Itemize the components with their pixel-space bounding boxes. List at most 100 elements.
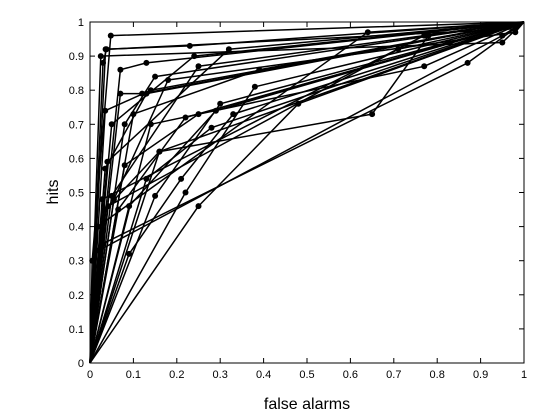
data-point: [195, 63, 202, 70]
data-point: [139, 90, 146, 97]
data-point: [121, 121, 128, 128]
data-point: [110, 196, 117, 203]
data-point: [178, 175, 185, 182]
data-point: [191, 53, 198, 60]
data-point: [165, 77, 172, 83]
data-point: [107, 32, 114, 39]
series-line-14: [89, 21, 525, 364]
data-point: [102, 46, 109, 53]
data-point: [152, 192, 159, 199]
y-tick-label: 0.2: [69, 290, 84, 302]
data-point: [464, 59, 471, 66]
data-point: [208, 124, 215, 131]
data-point: [152, 73, 159, 80]
data-point: [364, 29, 371, 36]
series-line-28: [89, 21, 525, 364]
y-axis-label: hits: [45, 180, 62, 205]
y-tick-label: 0.4: [69, 222, 84, 234]
data-point: [121, 162, 128, 169]
series-line-17: [89, 21, 525, 364]
data-point: [499, 32, 506, 39]
series-line-3: [89, 21, 525, 364]
data-point: [212, 107, 219, 114]
series-line-11: [89, 21, 525, 364]
x-axis-ticks: 0 0.1 0.2 0.3 0.4 0.5 0.6 0.7 0.8 0.9 1: [87, 22, 527, 381]
data-point: [126, 203, 133, 210]
series-line-25: [89, 21, 525, 364]
data-point: [108, 121, 115, 128]
data-point: [225, 46, 232, 53]
data-point: [182, 114, 189, 121]
data-point: [156, 148, 163, 155]
data-point: [143, 90, 150, 97]
data-point: [117, 66, 124, 73]
data-point: [421, 63, 428, 70]
x-tick-label: 0.1: [126, 369, 141, 381]
series-line-1: [89, 21, 525, 364]
data-point: [143, 59, 150, 66]
data-point: [499, 39, 506, 46]
series-line-4: [89, 21, 525, 364]
data-point: [421, 32, 428, 39]
data-point: [102, 107, 109, 114]
data-point: [95, 247, 102, 254]
series-markers: [89, 25, 519, 264]
x-tick-label: 0.3: [213, 369, 228, 381]
series-line-29: [89, 21, 525, 364]
data-point: [100, 59, 106, 66]
data-point: [395, 46, 402, 53]
series-lines: [89, 21, 525, 364]
y-tick-label: 0.9: [69, 51, 84, 63]
series-line-18: [89, 21, 525, 364]
data-point: [147, 87, 154, 94]
x-tick-label: 0.4: [256, 369, 271, 381]
x-tick-label: 1: [521, 369, 527, 381]
series-line-12: [89, 21, 525, 364]
y-tick-label: 0: [78, 358, 84, 370]
y-tick-label: 0.3: [69, 256, 84, 268]
data-point: [425, 32, 432, 39]
series-line-27: [89, 21, 525, 364]
x-axis-label: false alarms: [264, 396, 350, 413]
data-point: [117, 90, 124, 97]
x-tick-label: 0.2: [169, 369, 184, 381]
x-tick-label: 0.5: [299, 369, 314, 381]
data-point: [115, 206, 122, 213]
data-point: [100, 240, 106, 247]
series-line-0: [89, 21, 525, 364]
series-line-20: [89, 21, 525, 364]
y-tick-label: 0.7: [69, 119, 84, 131]
x-tick-label: 0.6: [343, 369, 358, 381]
series-line-19: [89, 21, 525, 364]
data-point: [130, 111, 137, 118]
data-point: [105, 203, 112, 210]
series-line-2: [89, 21, 525, 364]
y-axis-ticks: 0 0.1 0.2 0.3 0.4 0.5 0.6 0.7 0.8 0.9 1: [69, 17, 524, 370]
y-tick-label: 1: [78, 17, 84, 29]
series-line-7: [89, 21, 525, 364]
data-point: [147, 121, 154, 128]
series-line-13: [89, 21, 525, 364]
data-point: [195, 111, 202, 118]
x-tick-label: 0: [87, 369, 93, 381]
data-point: [251, 83, 258, 90]
y-tick-label: 0.5: [69, 188, 84, 200]
y-tick-label: 0.8: [69, 85, 84, 97]
series-line-16: [89, 21, 525, 364]
y-tick-label: 0.1: [69, 324, 84, 336]
x-tick-label: 0.8: [430, 369, 445, 381]
data-point: [94, 223, 101, 230]
series-line-24: [89, 21, 525, 364]
data-point: [230, 111, 237, 118]
data-point: [256, 66, 263, 73]
data-point: [295, 100, 302, 107]
series-line-15: [89, 21, 525, 364]
y-tick-label: 0.6: [69, 153, 84, 165]
data-point: [512, 29, 519, 36]
series-line-8: [89, 21, 525, 364]
series-line-10: [89, 21, 525, 364]
series-line-23: [89, 21, 525, 364]
data-point: [369, 111, 376, 118]
data-point: [195, 203, 202, 210]
